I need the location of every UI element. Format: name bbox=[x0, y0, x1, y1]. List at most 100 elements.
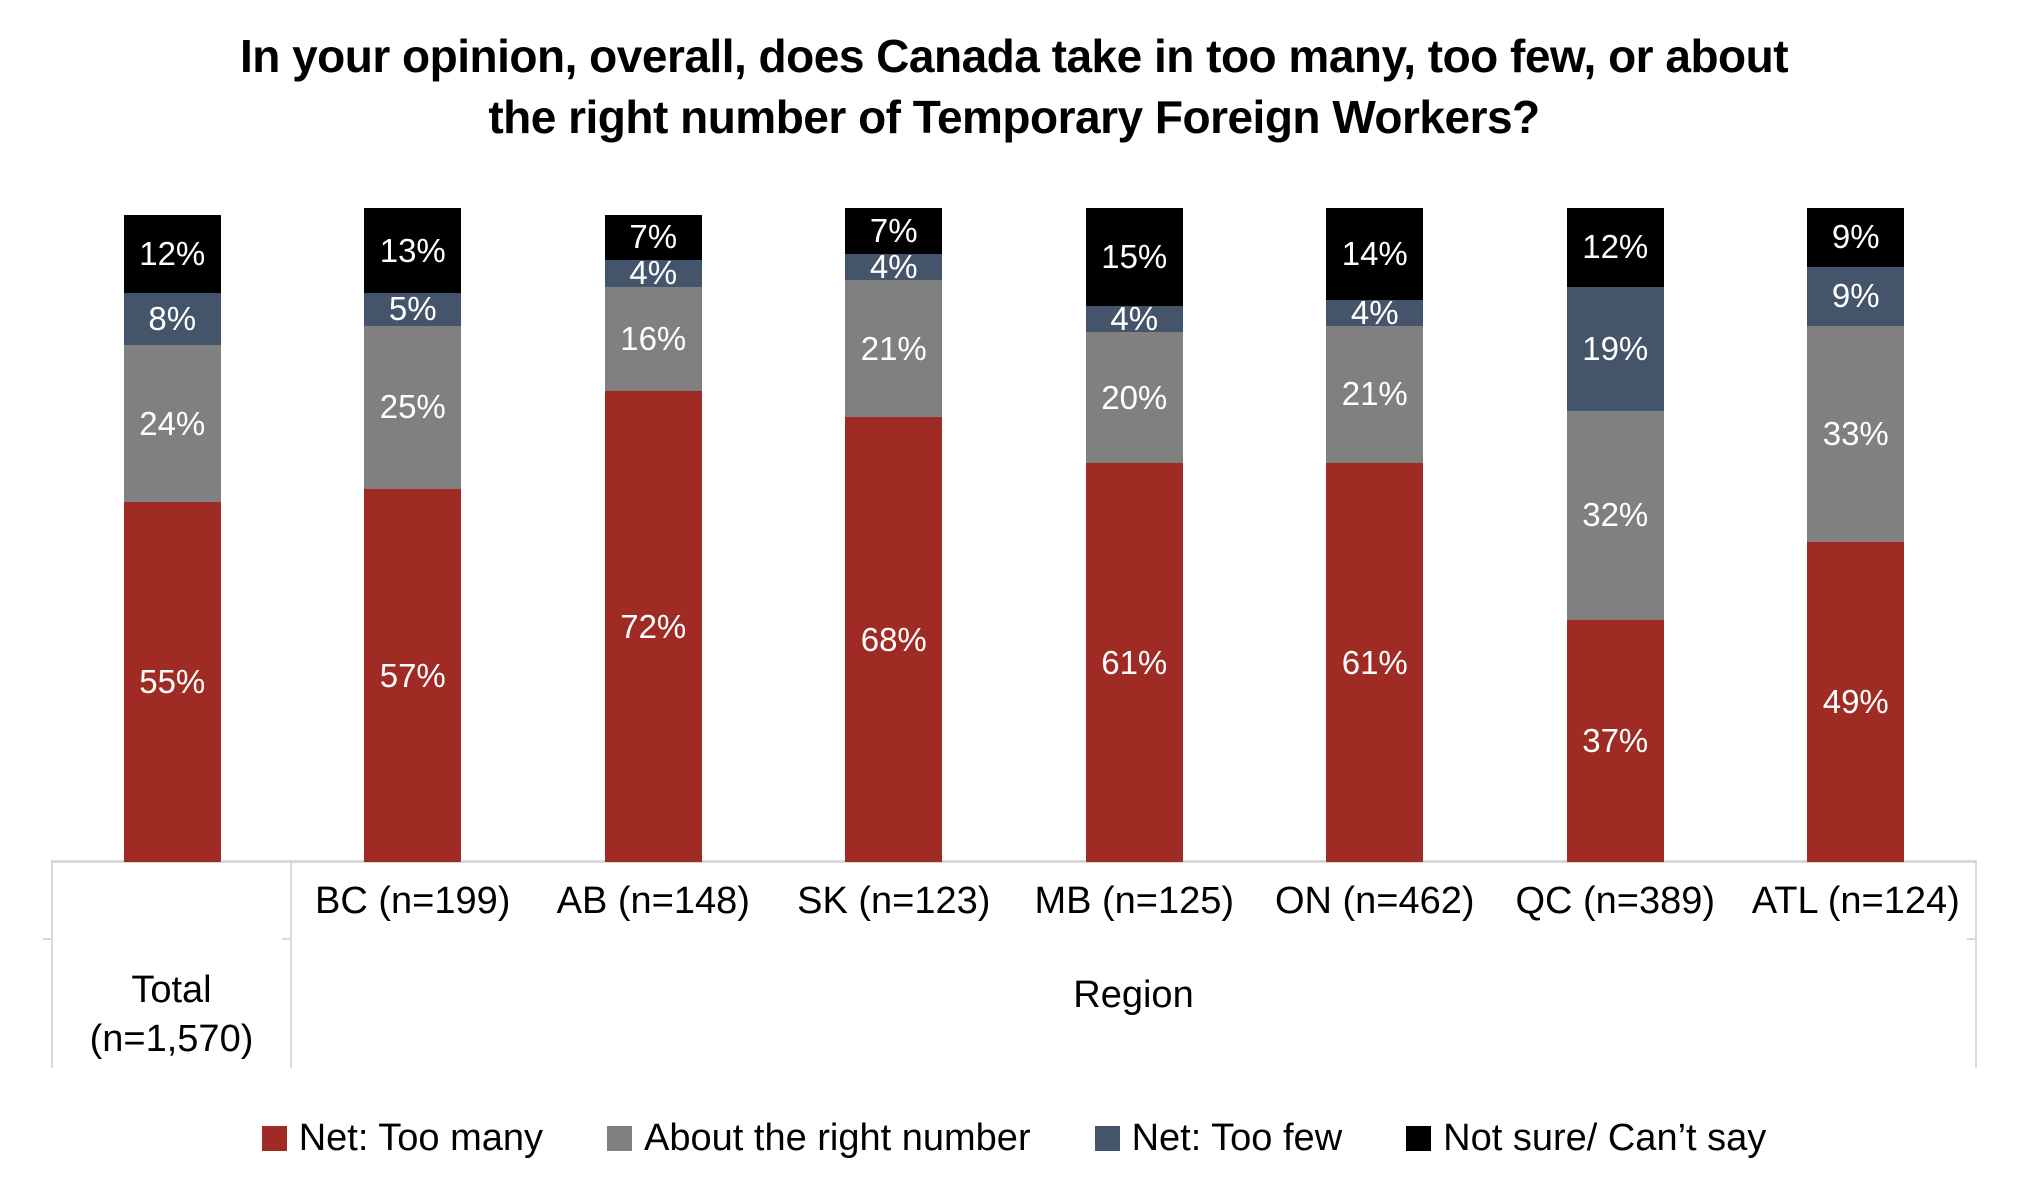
bar-segment: 21% bbox=[1326, 325, 1424, 464]
bar-segment: 33% bbox=[1807, 325, 1905, 542]
bar-segment: 4% bbox=[1085, 300, 1183, 337]
bar-column: 57% 25% 5% 13% bbox=[293, 208, 534, 862]
bar-segment-label: 20% bbox=[1101, 378, 1168, 416]
bar-column: 68% 21% 4% 7% bbox=[774, 208, 1015, 862]
bar-segment: 20% bbox=[1085, 332, 1183, 464]
bar-segment: 7% bbox=[845, 208, 943, 254]
axis-group-label-region: Region bbox=[1073, 974, 1194, 1016]
legend-label: Net: Too few bbox=[1131, 1116, 1343, 1159]
bar-segment-label: 19% bbox=[1582, 329, 1649, 367]
bar-segment-label: 12% bbox=[139, 234, 206, 272]
stacked-bar: 57% 25% 5% 13% bbox=[364, 208, 462, 862]
bar-segment-label: 8% bbox=[148, 300, 197, 338]
axis-label-total-line-2: (n=1,570) bbox=[89, 1017, 254, 1060]
bar-segment-label: 5% bbox=[388, 290, 437, 328]
bar-segment: 61% bbox=[1085, 463, 1183, 862]
bar-column: 72% 16% 4% 7% bbox=[533, 208, 774, 862]
bar-segment: 4% bbox=[1326, 294, 1424, 331]
chart-title-line-2: the right number of Temporary Foreign Wo… bbox=[488, 90, 1540, 143]
chart-title: In your opinion, overall, does Canada ta… bbox=[0, 26, 2028, 147]
stacked-bar: 61% 20% 4% 15% bbox=[1085, 208, 1183, 862]
category-label-row: BC (n=199) AB (n=148) SK (n=123) MB (n=125)… bbox=[52, 863, 1976, 939]
bar-segment: 19% bbox=[1566, 286, 1664, 411]
axis-label: MB (n=125) bbox=[1034, 879, 1235, 922]
axis-label: SK (n=123) bbox=[797, 879, 991, 922]
bar-segment-label: 4% bbox=[869, 247, 918, 285]
axis-label: BC (n=199) bbox=[315, 879, 511, 922]
bar-segment: 4% bbox=[604, 254, 702, 291]
axis-label: ON (n=462) bbox=[1274, 879, 1475, 922]
stacked-bar: 49% 33% 9% 9% bbox=[1807, 208, 1905, 862]
axis-divider-total-region bbox=[290, 863, 292, 1068]
axis-label: ATL (n=124) bbox=[1751, 879, 1960, 922]
legend-item: Not sure/ Can’t say bbox=[1406, 1117, 1766, 1160]
legend-item: Net: Too many bbox=[261, 1116, 544, 1160]
bar-segment: 57% bbox=[364, 489, 462, 862]
bar-segment: 12% bbox=[123, 214, 221, 294]
bar-segment: 25% bbox=[364, 325, 462, 490]
bar-segment: 61% bbox=[1326, 463, 1424, 862]
bar-segment-label: 9% bbox=[1831, 277, 1880, 315]
bar-segment-label: 21% bbox=[1341, 375, 1408, 413]
x-axis-line bbox=[51, 860, 1977, 863]
bar-segment: 37% bbox=[1566, 620, 1664, 862]
axis-tick bbox=[282, 938, 291, 940]
axis-tick bbox=[43, 938, 52, 940]
bar-segment-label: 4% bbox=[629, 254, 678, 292]
plot-area: 55% 24% 8% 12% 57% 25% 5% 13% 72% 16% 4% 7% 68% 21% 4%… bbox=[52, 208, 1976, 862]
bar-segment: 4% bbox=[845, 248, 943, 285]
bar-segment: 13% bbox=[364, 208, 462, 294]
stacked-bar: 72% 16% 4% 7% bbox=[604, 214, 702, 862]
bar-segment-label: 68% bbox=[860, 620, 927, 658]
bar-segment-label: 24% bbox=[139, 404, 206, 442]
bar-segment: 21% bbox=[845, 279, 943, 418]
bar-segment: 72% bbox=[604, 391, 702, 862]
stacked-bar: 55% 24% 8% 12% bbox=[123, 214, 221, 862]
legend-swatch-icon bbox=[607, 1125, 633, 1151]
bar-segment-label: 4% bbox=[1350, 293, 1399, 331]
axis-label-total-line-1: Total bbox=[131, 969, 212, 1011]
legend-swatch-icon bbox=[1094, 1125, 1120, 1151]
bar-segment: 9% bbox=[1807, 266, 1905, 326]
chart-title-line-1: In your opinion, overall, does Canada ta… bbox=[239, 30, 1789, 82]
legend-label: Net: Too many bbox=[298, 1116, 544, 1159]
bar-segment-label: 21% bbox=[860, 329, 927, 367]
axis-border-left bbox=[51, 863, 53, 1068]
bar-column: 55% 24% 8% 12% bbox=[52, 208, 293, 862]
bar-segment-label: 16% bbox=[620, 319, 687, 357]
bar-segment-label: 9% bbox=[1831, 218, 1880, 256]
bar-column: 37% 32% 19% 12% bbox=[1495, 208, 1736, 862]
bar-segment-label: 55% bbox=[139, 663, 206, 701]
bar-column: 61% 21% 4% 14% bbox=[1255, 208, 1496, 862]
stacked-bar: 61% 21% 4% 14% bbox=[1326, 208, 1424, 862]
bar-segment: 9% bbox=[1807, 208, 1905, 267]
bar-segment-label: 33% bbox=[1822, 414, 1889, 452]
legend-item: About the right number bbox=[607, 1117, 1031, 1160]
bar-segment: 49% bbox=[1807, 541, 1905, 862]
bar-segment-label: 61% bbox=[1101, 643, 1168, 681]
bar-segment-label: 32% bbox=[1582, 496, 1649, 534]
axis-border-right bbox=[1975, 863, 1977, 1068]
bar-column: 49% 33% 9% 9% bbox=[1736, 208, 1977, 862]
bar-segment: 12% bbox=[1566, 208, 1664, 287]
bar-segment-label: 13% bbox=[379, 231, 446, 269]
bar-segment-label: 4% bbox=[1110, 300, 1159, 338]
stacked-bar: 37% 32% 19% 12% bbox=[1566, 208, 1664, 862]
legend-label: Not sure/ Can’t say bbox=[1443, 1116, 1767, 1159]
bar-segment-label: 49% bbox=[1822, 682, 1889, 720]
bar-segment-label: 72% bbox=[620, 607, 687, 645]
legend-swatch-icon bbox=[261, 1125, 287, 1151]
bar-segment-label: 57% bbox=[379, 656, 446, 694]
bar-segment: 14% bbox=[1326, 208, 1424, 300]
bar-segment: 7% bbox=[604, 214, 702, 261]
axis-tick bbox=[1967, 938, 1976, 940]
bar-segment-label: 37% bbox=[1582, 722, 1649, 760]
legend-item: Net: Too few bbox=[1094, 1116, 1343, 1160]
bar-segment-label: 15% bbox=[1101, 238, 1168, 276]
bar-segment-label: 14% bbox=[1341, 234, 1408, 272]
legend-swatch-icon bbox=[1406, 1125, 1432, 1151]
bar-segment: 24% bbox=[123, 345, 221, 503]
legend-label: About the right number bbox=[644, 1116, 1031, 1159]
stacked-bar: 68% 21% 4% 7% bbox=[845, 208, 943, 862]
